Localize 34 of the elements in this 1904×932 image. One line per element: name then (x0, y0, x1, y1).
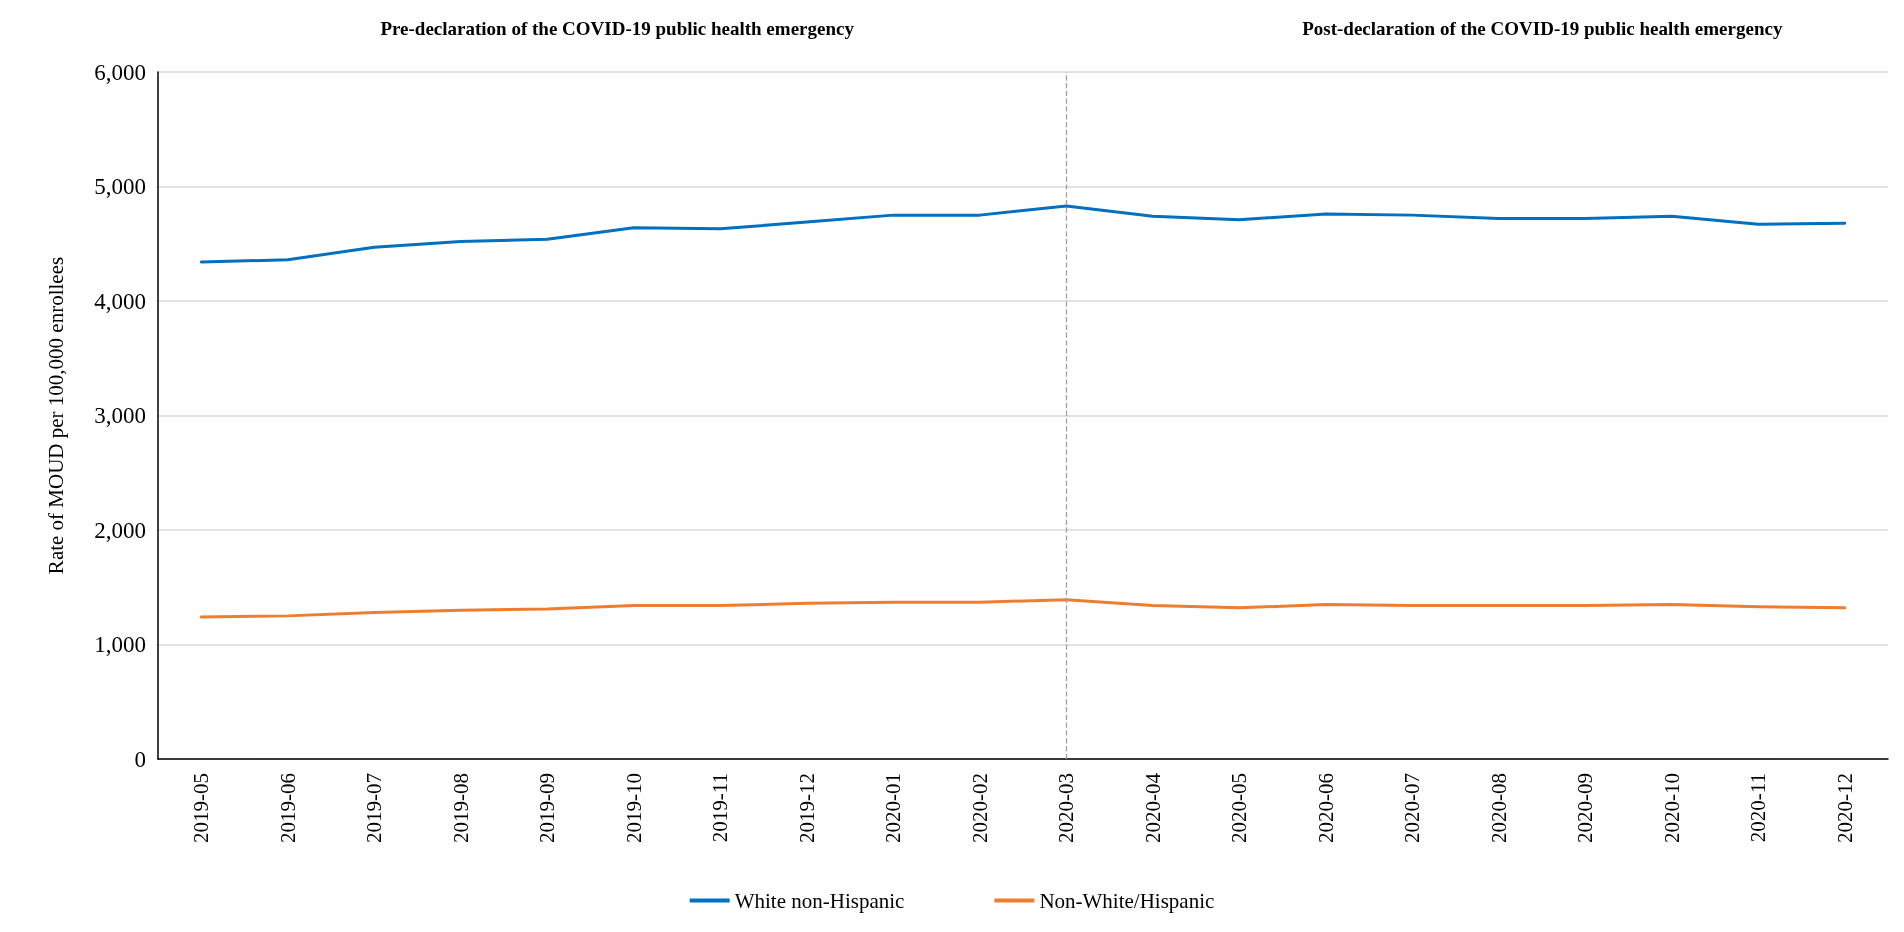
x-tick-label: 2020-08 (1486, 773, 1511, 843)
x-tick-label: 2020-05 (1227, 773, 1252, 843)
y-tick-label: 1,000 (94, 632, 146, 657)
x-tick-label: 2019-09 (535, 773, 560, 843)
x-tick-label: 2019-08 (448, 773, 473, 843)
x-tick-label: 2019-06 (275, 773, 300, 843)
y-tick-label: 2,000 (94, 517, 146, 543)
x-tick-label: 2020-01 (881, 773, 906, 843)
x-tick-label: 2020-03 (1054, 773, 1079, 843)
y-tick-label: 0 (134, 746, 146, 772)
legend-label: Non-White/Hispanic (1039, 888, 1215, 913)
text: Pre-declaration of the COVID-19 public health emergency (380, 18, 855, 39)
y-axis-title: Rate of MOUD per 100,000 enrollees (43, 256, 68, 575)
y-tick-label: 5,000 (94, 174, 146, 199)
y-tick-label: 4,000 (94, 288, 146, 314)
text: Post-declaration of the COVID-19 public health emergency (1302, 18, 1783, 39)
x-tick-label: 2019-12 (794, 773, 819, 843)
legend-label: White non-Hispanic (734, 888, 905, 913)
x-tick-label: 2020-09 (1573, 773, 1598, 843)
x-tick-label: 2020-02 (967, 773, 992, 843)
x-tick-label: 2019-05 (189, 773, 214, 843)
x-tick-label: 2020-07 (1400, 773, 1425, 843)
x-tick-label: 2019-07 (362, 773, 387, 843)
x-tick-label: 2019-11 (708, 773, 733, 843)
y-tick-label: 6,000 (94, 59, 146, 85)
x-tick-label: 2020-04 (1140, 772, 1165, 843)
y-tick-label: 3,000 (94, 403, 146, 428)
x-tick-label: 2019-10 (621, 773, 646, 843)
x-tick-label: 2020-11 (1746, 773, 1771, 843)
line-series (199, 204, 1847, 264)
line-series (199, 598, 1847, 619)
x-tick-label: 2020-12 (1832, 773, 1857, 843)
x-tick-label: 2020-10 (1659, 773, 1684, 843)
x-tick-label: 2020-06 (1313, 773, 1338, 843)
